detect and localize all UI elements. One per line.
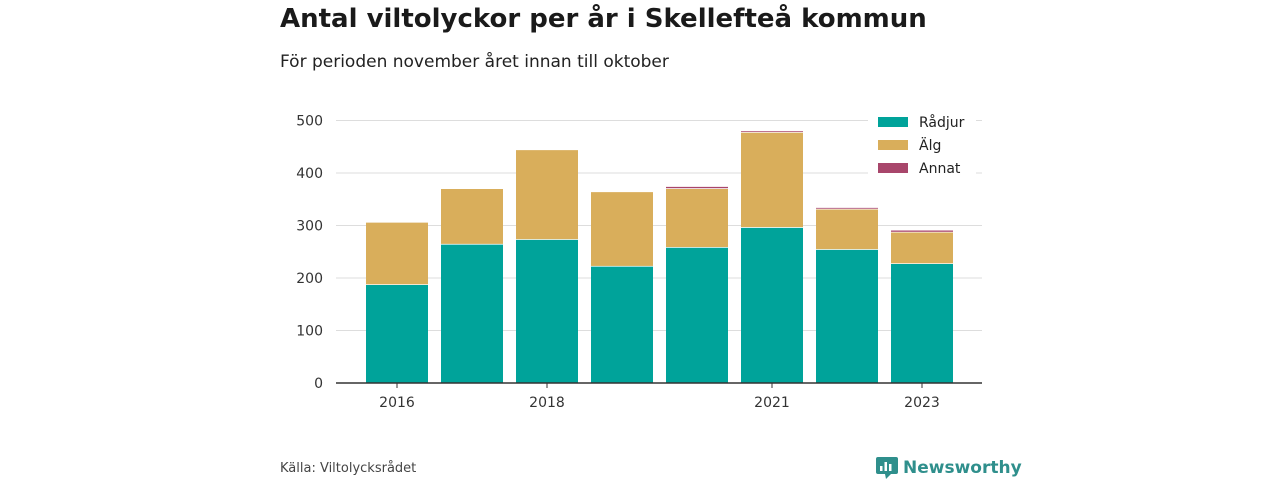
bar-segment [741,227,803,383]
bar-segment [366,284,428,383]
y-tick-label: 200 [296,271,323,287]
y-tick-label: 300 [296,219,323,235]
bar-segment [891,263,953,383]
bar-segment [441,188,503,244]
bar-segment [891,231,953,264]
x-tick-label: 2016 [379,395,415,411]
y-tick-label: 500 [296,114,323,130]
bar-segment [816,208,878,250]
bar-segment [591,191,653,266]
y-tick-label: 100 [296,324,323,340]
legend-swatch [878,140,908,150]
legend-swatch [878,163,908,173]
brand-name: Newsworthy [903,458,1022,478]
newsworthy-logo-icon [876,457,898,479]
y-tick-label: 0 [314,376,323,392]
page-title: Antal viltolyckor per år i Skellefteå ko… [280,4,927,34]
bar-segment [891,229,953,232]
legend-swatch [878,117,908,127]
legend-background [868,134,976,156]
bar-segment [516,149,578,240]
bar-segment [741,130,803,133]
bar-segment [366,221,428,285]
bar-segment [666,186,728,189]
x-tick-label: 2021 [754,395,790,411]
x-tick-label: 2018 [529,395,565,411]
bar-segment [516,239,578,383]
bar-segment [666,188,728,248]
bar-segment [591,265,653,383]
brand-logo: Newsworthy [876,455,1022,481]
page-subtitle: För perioden november året innan till ok… [280,52,669,72]
bar-segment [816,207,878,209]
legend-background [868,157,976,179]
legend-label: Älg [919,136,941,154]
bar-segment [816,249,878,383]
y-tick-label: 400 [296,166,323,182]
x-tick-label: 2023 [904,395,940,411]
legend-background [868,111,976,133]
legend-label: Annat [919,161,961,177]
source-note: Källa: Viltolycksrådet [280,461,417,476]
bar-segment [741,132,803,228]
bar-segment [441,243,503,383]
legend-label: Rådjur [919,114,965,131]
bar-segment [666,247,728,383]
